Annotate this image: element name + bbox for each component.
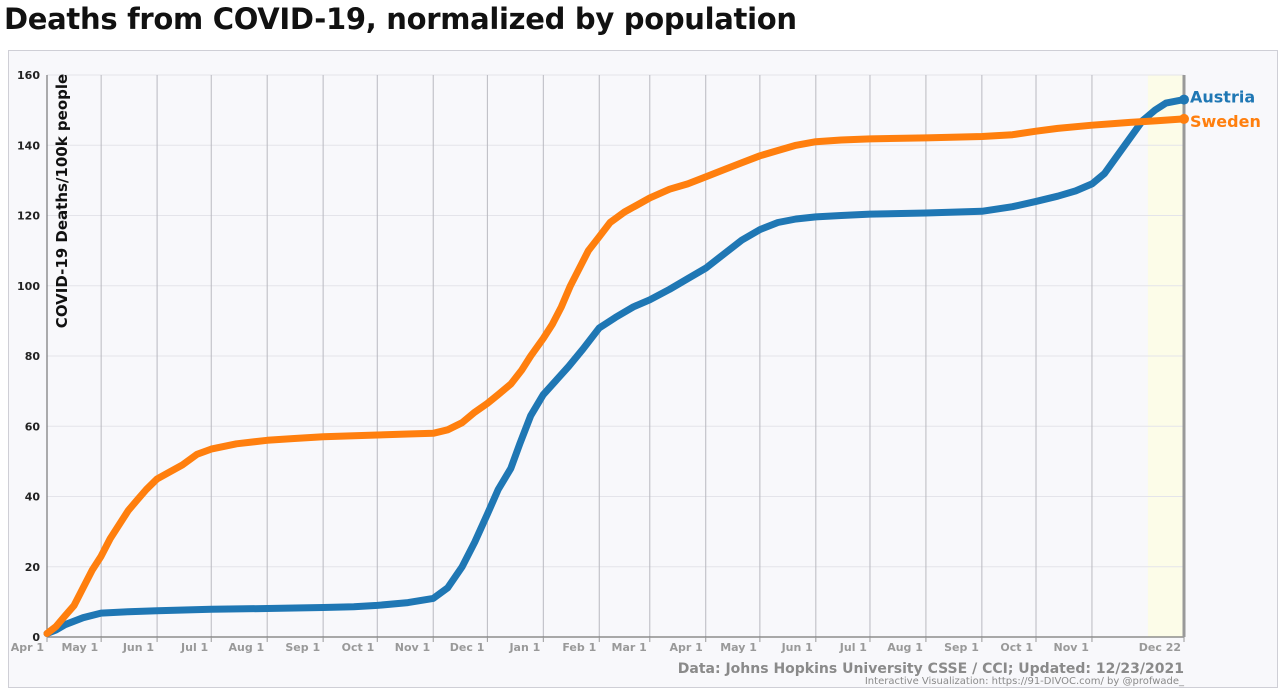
y-tick-label: 20 [25, 561, 41, 574]
x-axis-ticks: Apr 1 May 1 Jun 1 Jul 1 Aug 1 Sep 1 Oct 1 Nov 1… [11, 637, 1185, 654]
y-tick-label: 140 [17, 139, 40, 152]
x-tick-label: Oct 1 [1000, 641, 1033, 654]
x-tick-label: Mar 1 [612, 641, 647, 654]
source-note: Data: Johns Hopkins University CSSE / CC… [678, 661, 1184, 677]
x-tick-label: Nov 1 [395, 641, 430, 654]
axes [46, 75, 1186, 638]
x-tick-label: Oct 1 [342, 641, 375, 654]
x-tick-label: Sep 1 [944, 641, 979, 654]
x-tick-label: Apr 1 [669, 641, 702, 654]
x-tick-label: Jan 1 [508, 641, 540, 654]
x-tick-label: Aug 1 [887, 641, 923, 654]
x-tick-label: Feb 1 [562, 641, 596, 654]
y-tick-label: 0 [32, 631, 40, 644]
legend-label-sweden: Sweden [1190, 112, 1261, 131]
legend: Austria Sweden [1190, 88, 1261, 131]
y-tick-label: 60 [25, 420, 41, 433]
y-tick-label: 120 [17, 210, 40, 223]
x-tick-label: May 1 [61, 641, 98, 654]
series-end-point-austria [1179, 94, 1189, 105]
x-tick-label: Nov 1 [1054, 641, 1089, 654]
y-axis-ticks: 0 20 40 60 80 100 120 140 160 [17, 69, 40, 644]
y-tick-label: 160 [17, 69, 40, 82]
legend-label-austria: Austria [1190, 88, 1255, 107]
x-tick-label: Sep 1 [285, 641, 320, 654]
series-lines [43, 94, 1189, 637]
x-tick-label: Jul 1 [839, 641, 867, 654]
series-end-point-sweden [1179, 113, 1189, 124]
y-tick-label: 40 [25, 491, 41, 504]
chart-frame: 0 20 40 60 80 100 120 140 160 Apr 1 May 1 Jun 1 Jul… [8, 50, 1278, 688]
x-tick-label: Dec 22 [1139, 641, 1181, 654]
x-tick-label: Apr 1 [11, 641, 44, 654]
x-tick-label: Jul 1 [180, 641, 208, 654]
x-tick-label: Dec 1 [450, 641, 485, 654]
grid-lines [46, 74, 1185, 638]
x-tick-label: Jun 1 [122, 641, 154, 654]
y-tick-label: 80 [25, 350, 41, 363]
credit-note: Interactive Visualization: https://91-DI… [865, 676, 1185, 687]
page-title: Deaths from COVID-19, normalized by popu… [4, 2, 797, 36]
x-tick-label: May 1 [720, 641, 757, 654]
line-chart: 0 20 40 60 80 100 120 140 160 Apr 1 May 1 Jun 1 Jul… [11, 69, 1261, 687]
y-tick-label: 100 [17, 280, 40, 293]
x-tick-label: Aug 1 [228, 641, 264, 654]
series-line-sweden [43, 115, 1188, 637]
y-axis-title: COVID-19 Deaths/100k people [53, 74, 71, 328]
x-tick-label: Jun 1 [781, 641, 813, 654]
series-line-austria [43, 96, 1188, 637]
